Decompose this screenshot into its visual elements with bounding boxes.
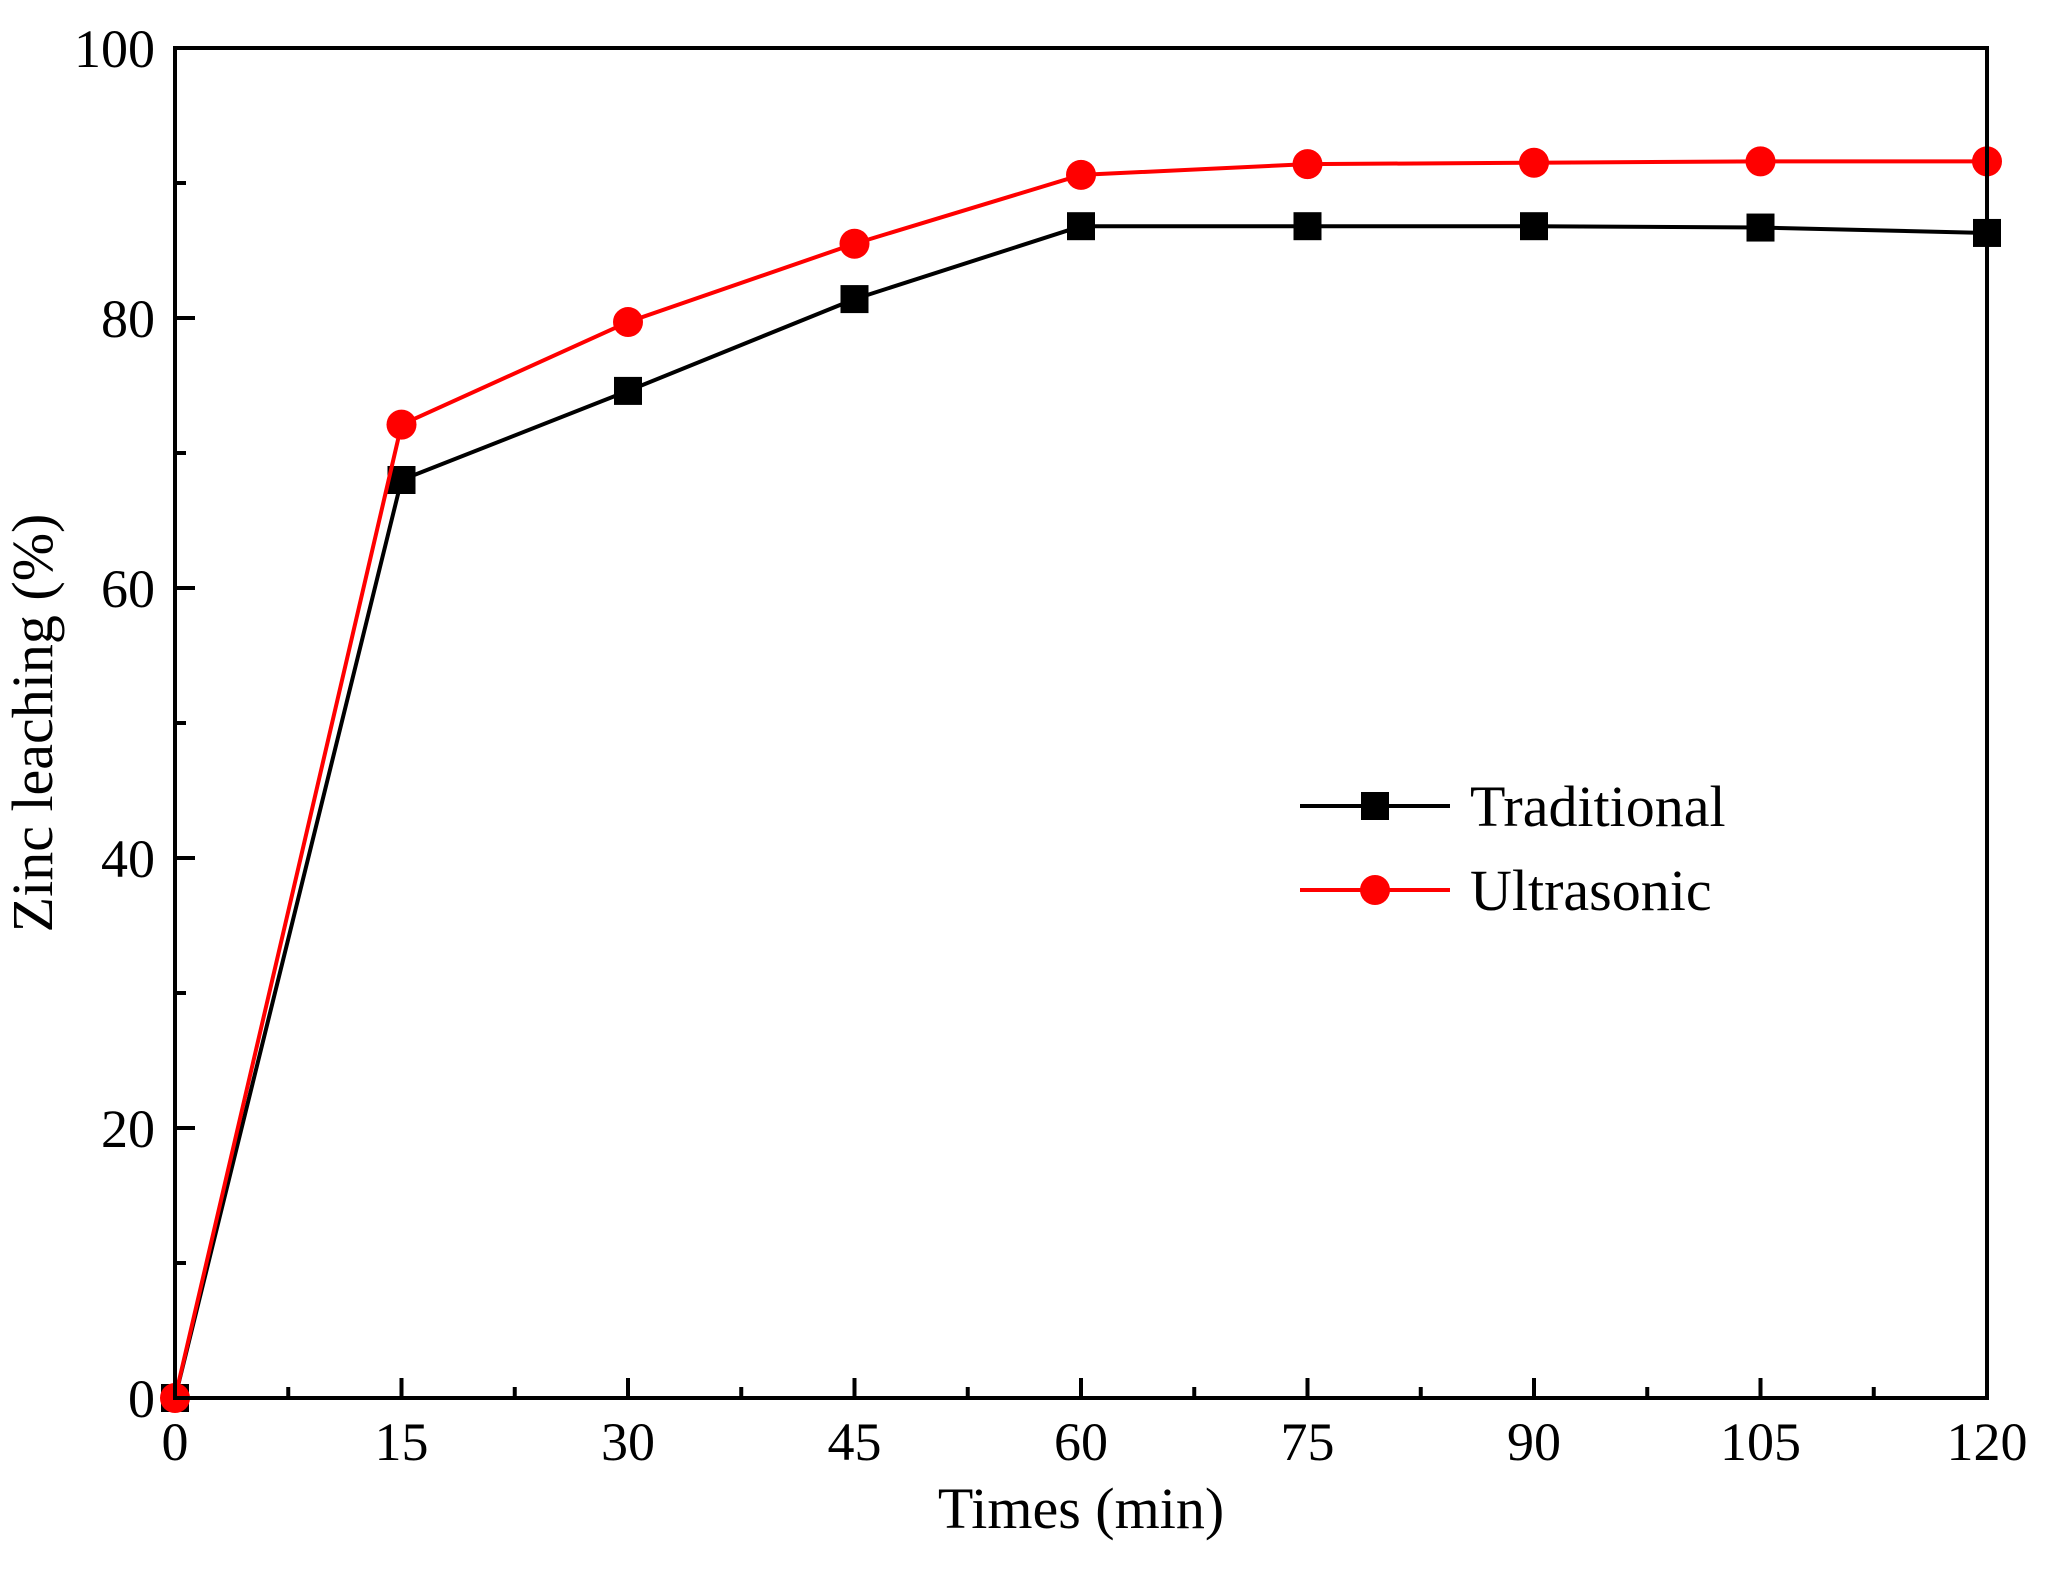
y-tick-label: 80 xyxy=(101,289,155,349)
x-tick-label: 60 xyxy=(1054,1412,1108,1472)
legend-label-traditional: Traditional xyxy=(1470,774,1726,839)
x-tick-label: 120 xyxy=(1947,1412,2028,1472)
x-tick-label: 45 xyxy=(828,1412,882,1472)
data-point-ultrasonic xyxy=(1519,147,1549,178)
ticks-layer xyxy=(173,46,1989,1400)
data-point-traditional xyxy=(614,376,642,405)
series-layer xyxy=(160,146,2002,1413)
data-point-traditional xyxy=(1293,212,1322,241)
legend-marker-traditional xyxy=(1361,792,1389,820)
y-axis-title: Zinc leaching (%) xyxy=(0,514,65,933)
labels-layer: 0 15 30 45 60 75 90 105 120 0 20 40 60 80 100 xyxy=(74,19,2028,1472)
x-tick-label: 30 xyxy=(601,1412,655,1472)
series-ultrasonic xyxy=(160,146,2002,1413)
data-point-traditional xyxy=(1067,212,1095,241)
x-tick-label: 105 xyxy=(1720,1412,1801,1472)
x-tick-label: 15 xyxy=(375,1412,429,1472)
y-tick-label: 20 xyxy=(101,1099,155,1159)
data-point-ultrasonic xyxy=(1745,146,1776,177)
data-point-traditional xyxy=(1746,213,1775,242)
x-tick-label: 90 xyxy=(1507,1412,1561,1472)
legend: Traditional Ultrasonic xyxy=(1300,774,1726,923)
x-tick-label: 0 xyxy=(162,1412,189,1472)
data-point-ultrasonic xyxy=(386,409,417,440)
x-axis-title: Times (min) xyxy=(938,1476,1224,1541)
data-point-ultrasonic xyxy=(1292,149,1323,180)
y-tick-label: 100 xyxy=(74,19,155,79)
data-point-ultrasonic xyxy=(839,228,870,259)
legend-label-ultrasonic: Ultrasonic xyxy=(1470,858,1712,923)
y-tick-label: 40 xyxy=(101,829,155,889)
y-tick-label: 60 xyxy=(101,559,155,619)
data-point-ultrasonic xyxy=(613,307,643,338)
x-tick-label: 75 xyxy=(1281,1412,1335,1472)
data-point-traditional xyxy=(1520,212,1548,241)
legend-marker-ultrasonic xyxy=(1360,875,1390,905)
y-tick-label: 0 xyxy=(128,1369,155,1429)
plot-frame xyxy=(173,46,1989,1400)
data-point-ultrasonic xyxy=(1066,159,1096,190)
data-point-traditional xyxy=(840,285,869,314)
